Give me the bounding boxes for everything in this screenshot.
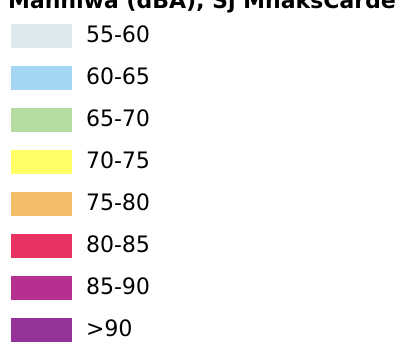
legend-item: 65-70 [0, 100, 414, 140]
legend-range-label: 65-70 [86, 107, 150, 132]
legend-item: 75-80 [0, 184, 414, 224]
legend-range-label: 80-85 [86, 233, 150, 258]
legend-swatch [11, 276, 72, 300]
legend-range-label: 85-90 [86, 275, 150, 300]
legend-swatch [11, 318, 72, 342]
legend-item: 80-85 [0, 226, 414, 266]
legend-swatch [11, 24, 72, 48]
legend-item: >90 [0, 310, 414, 344]
legend-item: 60-65 [0, 58, 414, 98]
legend-range-label: >90 [86, 317, 133, 342]
legend-swatch [11, 192, 72, 216]
legend-range-label: 60-65 [86, 65, 150, 90]
legend-range-label: 75-80 [86, 191, 150, 216]
legend-swatch [11, 66, 72, 90]
legend-swatch [11, 108, 72, 132]
legend-range-label: 55-60 [86, 23, 150, 48]
legend-item: 55-60 [0, 16, 414, 56]
legend-swatch [11, 234, 72, 258]
legend-range-label: 70-75 [86, 149, 150, 174]
legend-swatch [11, 150, 72, 174]
legend-item: 70-75 [0, 142, 414, 182]
legend-item: 85-90 [0, 268, 414, 308]
legend-title: Manniwa (dBA), Sj MnaksCarde [8, 0, 396, 14]
